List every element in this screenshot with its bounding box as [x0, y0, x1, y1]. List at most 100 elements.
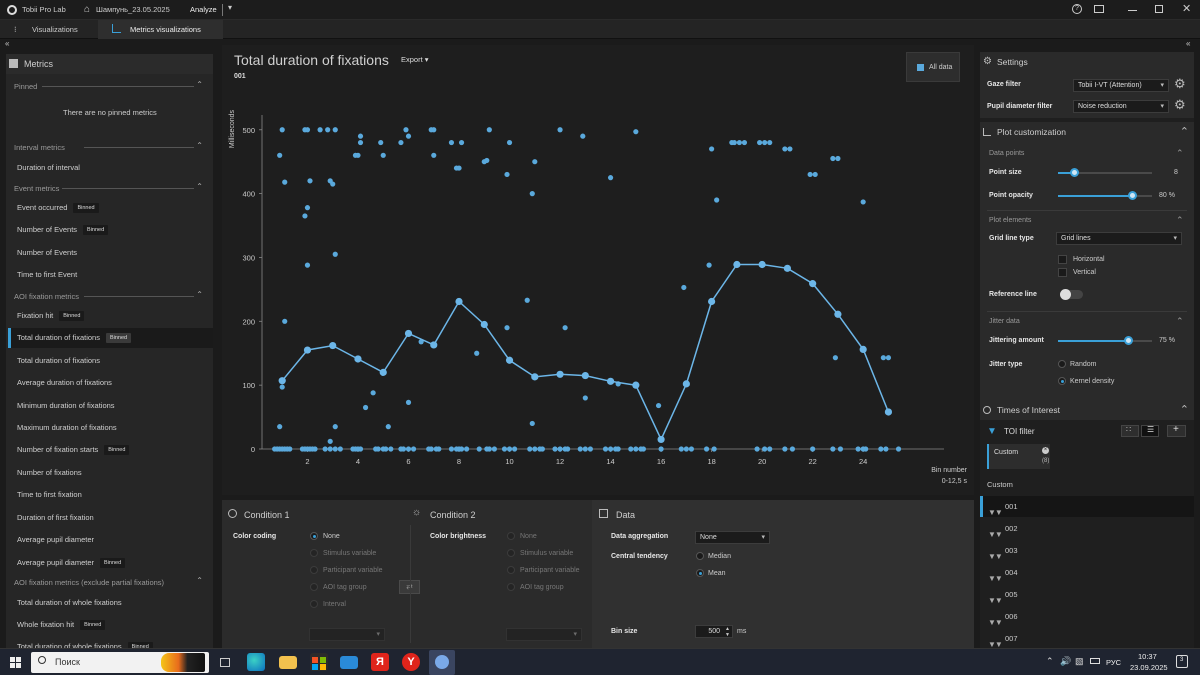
- mean-point[interactable]: [834, 310, 842, 318]
- restore-icon[interactable]: [1155, 5, 1163, 13]
- speaker-icon[interactable]: 🔊: [1060, 656, 1072, 666]
- tab-metrics-visualizations[interactable]: Metrics visualizations: [98, 20, 223, 39]
- data-point[interactable]: [400, 446, 407, 452]
- mean-point[interactable]: [884, 408, 893, 416]
- chevron-up-icon[interactable]: ⌃: [196, 576, 203, 585]
- file-explorer-icon[interactable]: [279, 656, 297, 669]
- data-point[interactable]: [527, 446, 533, 452]
- data-point[interactable]: [332, 424, 338, 430]
- data-point[interactable]: [322, 446, 328, 452]
- toi-header[interactable]: Times of Interest ⌃: [980, 400, 1194, 420]
- data-point[interactable]: [405, 399, 412, 405]
- chevron-up-icon[interactable]: ⌃: [1176, 215, 1184, 225]
- mode-analyze[interactable]: Analyze: [190, 5, 217, 14]
- metric-item[interactable]: Total duration of fixations Binned: [8, 328, 213, 348]
- gear-icon[interactable]: ⚙: [1174, 76, 1186, 91]
- data-point[interactable]: [633, 129, 639, 135]
- data-point[interactable]: [529, 420, 535, 427]
- data-point[interactable]: [431, 127, 437, 133]
- mean-point[interactable]: [859, 345, 867, 353]
- data-point[interactable]: [524, 297, 530, 303]
- data-point[interactable]: [277, 152, 283, 158]
- data-point[interactable]: [279, 384, 285, 390]
- metric-item[interactable]: Minimum duration of fixations: [8, 396, 213, 416]
- data-point[interactable]: [325, 127, 331, 133]
- data-point[interactable]: [714, 197, 720, 203]
- mean-point[interactable]: [379, 368, 387, 376]
- chevron-up-icon[interactable]: ⌃: [1046, 656, 1054, 666]
- data-point[interactable]: [501, 446, 508, 452]
- home-icon[interactable]: ⌂: [84, 4, 91, 15]
- collapse-right-icon[interactable]: «: [1186, 39, 1191, 48]
- edge-icon[interactable]: [247, 653, 265, 671]
- point-size-slider[interactable]: [1058, 168, 1152, 177]
- data-point[interactable]: [506, 139, 513, 146]
- horizontal-checkbox[interactable]: [1058, 255, 1067, 264]
- metric-item[interactable]: Fixation hit Binned: [8, 306, 213, 326]
- mean-point[interactable]: [708, 297, 716, 306]
- mean-point[interactable]: [278, 377, 286, 385]
- data-point[interactable]: [458, 446, 465, 452]
- metric-item[interactable]: Number of Events: [8, 243, 213, 263]
- data-point[interactable]: [282, 179, 288, 185]
- yandex-icon[interactable]: Я: [371, 653, 389, 671]
- close-icon[interactable]: ✕: [1182, 3, 1192, 15]
- data-point[interactable]: [709, 146, 715, 152]
- stepper-icon[interactable]: ▲ ▼: [725, 626, 730, 638]
- option-radio[interactable]: [507, 549, 515, 557]
- data-point[interactable]: [539, 446, 545, 452]
- windows-start-icon[interactable]: [10, 657, 21, 668]
- data-point[interactable]: [731, 139, 737, 146]
- data-point[interactable]: [436, 446, 442, 452]
- condition1-select[interactable]: [309, 628, 385, 641]
- toi-list-item[interactable]: ▼▼ 007: [980, 628, 1194, 648]
- data-point[interactable]: [807, 171, 813, 178]
- data-point[interactable]: [782, 146, 788, 152]
- data-point[interactable]: [683, 446, 689, 452]
- data-point[interactable]: [388, 446, 394, 452]
- metric-group-header[interactable]: AOI fixation metrics (exclude partial fi…: [14, 576, 209, 587]
- data-point[interactable]: [456, 165, 462, 171]
- data-point[interactable]: [504, 325, 510, 331]
- mean-point[interactable]: [531, 373, 539, 381]
- network-icon[interactable]: ▧: [1075, 656, 1084, 666]
- metric-item[interactable]: Average duration of fixations: [8, 373, 213, 393]
- data-point[interactable]: [552, 446, 558, 452]
- data-point[interactable]: [640, 446, 647, 452]
- data-point[interactable]: [855, 446, 861, 452]
- data-point[interactable]: [464, 446, 470, 452]
- option-radio[interactable]: [310, 600, 318, 608]
- toi-list-item[interactable]: ▼▼ 006: [980, 606, 1194, 627]
- collapse-left-icon[interactable]: «: [5, 39, 10, 48]
- data-point[interactable]: [486, 127, 492, 133]
- mean-point[interactable]: [505, 356, 514, 364]
- feedback-icon[interactable]: [1094, 5, 1104, 13]
- data-point[interactable]: [736, 139, 743, 146]
- data-point[interactable]: [458, 139, 465, 146]
- data-point[interactable]: [357, 133, 364, 139]
- data-point[interactable]: [375, 446, 381, 452]
- gaze-filter-select[interactable]: Tobii I-VT (Attention): [1073, 79, 1169, 92]
- yandex-browser-icon[interactable]: Y: [402, 653, 420, 671]
- data-point[interactable]: [504, 171, 510, 178]
- metric-item[interactable]: Time to first fixation: [8, 485, 213, 505]
- data-point[interactable]: [327, 438, 333, 444]
- data-point[interactable]: [860, 199, 866, 205]
- metric-item[interactable]: Event occurred Binned: [8, 198, 213, 218]
- legend[interactable]: All data: [906, 52, 960, 82]
- mean-point[interactable]: [657, 435, 665, 444]
- data-point[interactable]: [837, 446, 844, 452]
- tab-visualizations[interactable]: ⁝ Visualizations: [0, 20, 98, 39]
- mode-dropdown-icon[interactable]: [222, 4, 223, 16]
- metric-group-header[interactable]: Interval metrics ⌃: [14, 141, 209, 152]
- data-point[interactable]: [782, 446, 788, 452]
- data-point[interactable]: [405, 446, 412, 452]
- data-point[interactable]: [476, 446, 482, 452]
- mean-point[interactable]: [430, 341, 438, 349]
- metric-group-header[interactable]: AOI fixation metrics ⌃: [14, 290, 209, 301]
- toi-chip-custom[interactable]: Custom × (8): [987, 444, 1050, 469]
- data-point[interactable]: [577, 446, 583, 452]
- list-view-button[interactable]: ☰: [1141, 425, 1159, 437]
- data-point[interactable]: [287, 446, 293, 452]
